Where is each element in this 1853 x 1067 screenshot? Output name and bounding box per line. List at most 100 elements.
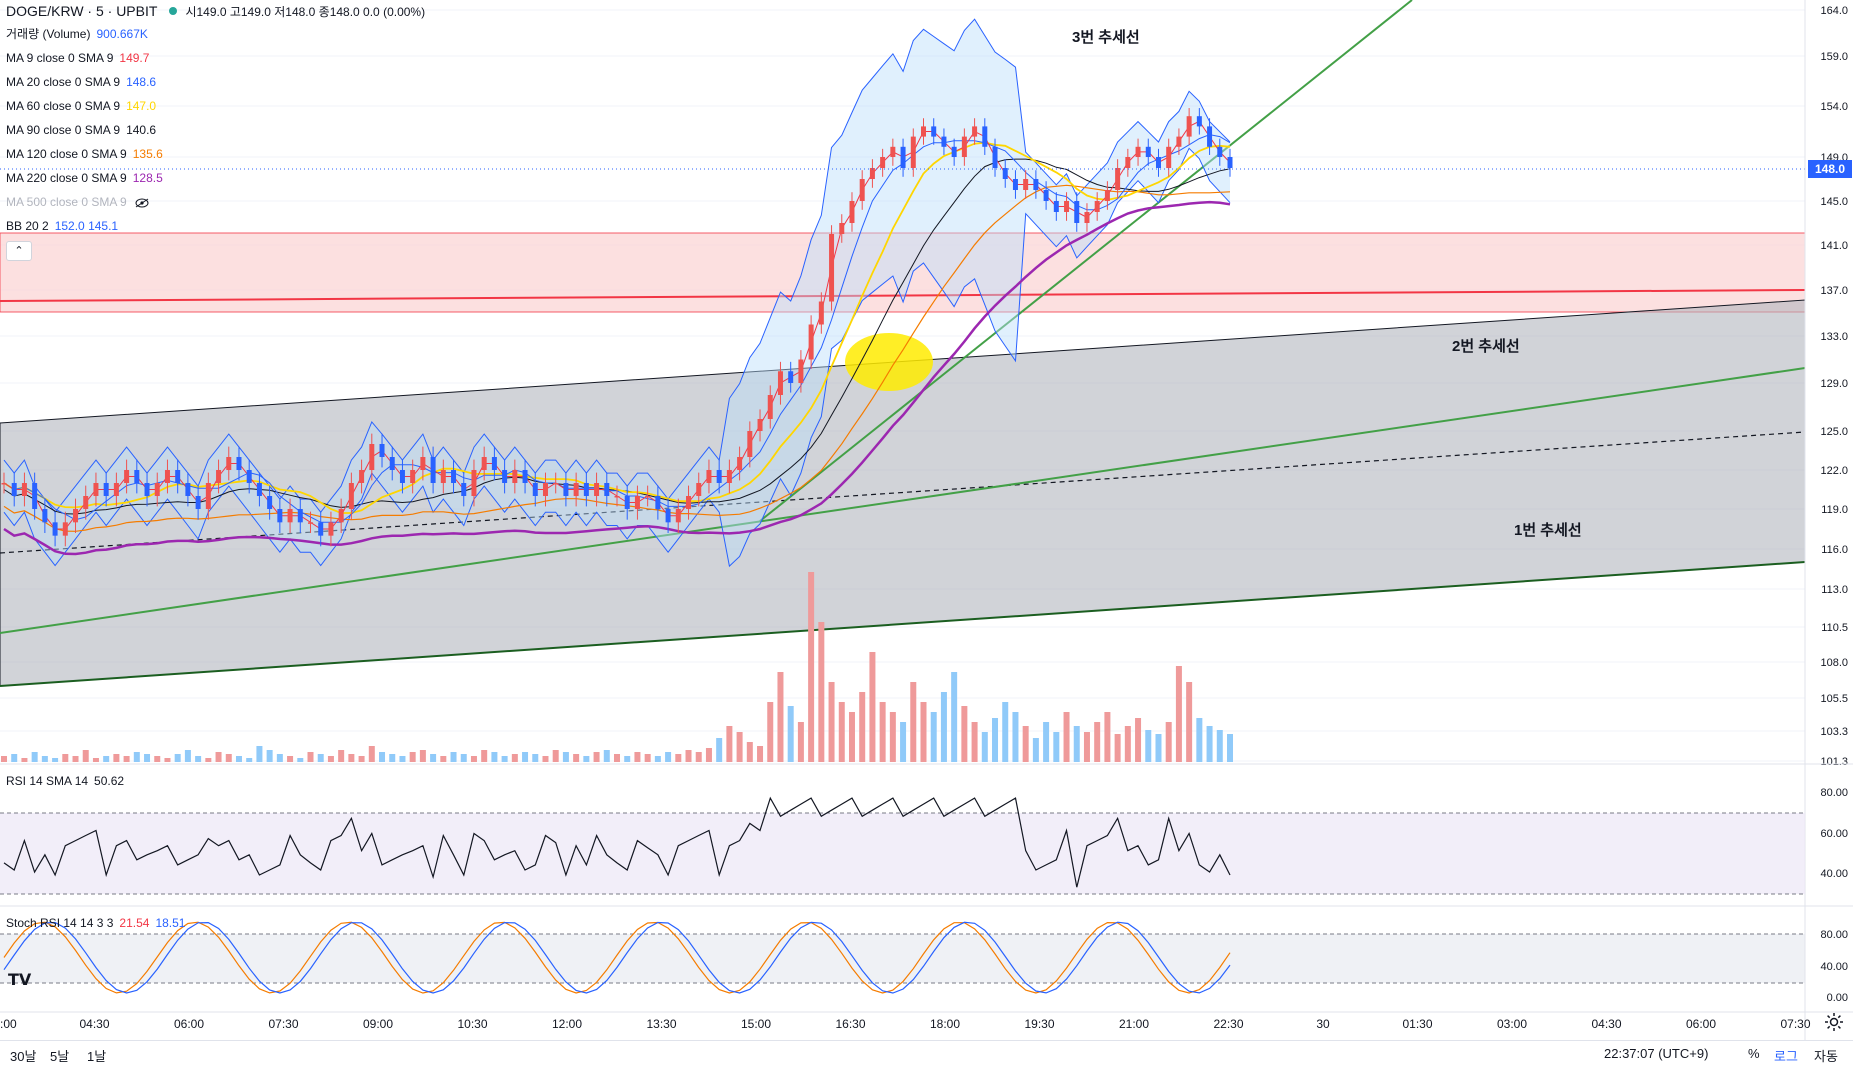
- candle-body: [563, 483, 569, 496]
- price-tick-label: 122.0: [1820, 465, 1848, 477]
- volume-bar: [113, 754, 120, 762]
- volume-bar: [123, 756, 130, 762]
- time-tick-label: 04:30: [79, 1017, 109, 1031]
- volume-bar: [440, 756, 447, 762]
- volume-bar: [307, 752, 314, 762]
- legend-row[interactable]: MA 20 close 0 SMA 9 148.6: [6, 74, 156, 90]
- auto-toggle[interactable]: 자동: [1814, 1049, 1838, 1064]
- price-tick-label: 103.3: [1820, 726, 1848, 738]
- trend2-label: 2번 추세선: [1452, 338, 1520, 355]
- candle-body: [277, 509, 283, 523]
- legend-value: 147.0: [126, 99, 157, 113]
- candle-body: [583, 483, 589, 496]
- clock-display[interactable]: 22:37:07 (UTC+9): [1604, 1046, 1709, 1061]
- volume-bar: [430, 754, 437, 762]
- candle-body: [491, 457, 497, 470]
- time-tick-label: 21:00: [1119, 1017, 1149, 1031]
- candle-body: [542, 483, 548, 496]
- volume-bar: [542, 756, 549, 762]
- candle-body: [451, 470, 457, 483]
- price-tick-label: 113.0: [1821, 584, 1848, 596]
- volume-bar: [716, 738, 723, 762]
- range-30d-button[interactable]: 30날: [10, 1049, 37, 1064]
- legend-row[interactable]: MA 220 close 0 SMA 9 128.5: [6, 170, 163, 186]
- volume-bar: [225, 754, 232, 762]
- log-toggle[interactable]: 로그: [1774, 1049, 1798, 1064]
- legend-row[interactable]: MA 60 close 0 SMA 9 147.0: [6, 98, 156, 114]
- percent-toggle[interactable]: %: [1748, 1046, 1760, 1061]
- candle-body: [236, 457, 242, 470]
- candle-body: [1145, 146, 1151, 157]
- range-5d-button[interactable]: 5날: [50, 1049, 70, 1064]
- legend-row[interactable]: MA 9 close 0 SMA 9 149.7: [6, 50, 149, 66]
- volume-bar: [21, 758, 28, 762]
- candle-body: [185, 483, 191, 496]
- volume-bar: [522, 752, 529, 762]
- legend-row[interactable]: MA 500 close 0 SMA 9: [6, 194, 149, 210]
- gear-icon[interactable]: [1824, 1012, 1844, 1032]
- range-1d-button[interactable]: 1날: [87, 1049, 107, 1064]
- candle-body: [93, 483, 99, 496]
- candle-body: [1064, 201, 1070, 212]
- candle-body: [1053, 201, 1059, 212]
- legend-label: MA 90 close 0 SMA 9: [6, 123, 121, 137]
- volume-bar: [1104, 712, 1111, 762]
- legend-row[interactable]: MA 90 close 0 SMA 9 140.6: [6, 122, 156, 138]
- time-tick-label: 09:00: [363, 1017, 393, 1031]
- stoch-k-value: 21.54: [119, 916, 150, 930]
- candle-body: [369, 444, 375, 470]
- trend1-label: 1번 추세선: [1514, 522, 1582, 539]
- legend-row[interactable]: BB 20 2 152.0 145.1: [6, 218, 118, 234]
- stoch-legend: Stoch RSI 14 14 3 3 21.54 18.51: [6, 915, 185, 931]
- volume-bar: [501, 756, 508, 762]
- volume-bar: [971, 722, 978, 762]
- candle-body: [1094, 201, 1100, 212]
- candle-body: [1207, 126, 1213, 147]
- volume-bar: [992, 718, 999, 762]
- collapse-legend-button[interactable]: ⌃: [6, 241, 32, 261]
- candle-body: [502, 470, 508, 483]
- volume-bar: [1053, 732, 1060, 762]
- volume-bar: [848, 712, 855, 762]
- time-tick-label: 07:30: [1780, 1017, 1810, 1031]
- legend-label: MA 20 close 0 SMA 9: [6, 75, 121, 89]
- time-tick-label: 19:30: [1024, 1017, 1054, 1031]
- candle-body: [512, 470, 518, 483]
- time-tick-label: :00: [0, 1017, 17, 1031]
- symbol-header[interactable]: DOGE/KRW · 5 · UPBIT 시149.0 고149.0 저148.0…: [6, 3, 425, 20]
- volume-bar: [1114, 734, 1121, 762]
- candle-body: [328, 522, 334, 536]
- candle-body: [634, 496, 640, 509]
- volume-bar: [1002, 702, 1009, 762]
- stoch-band: [0, 934, 1805, 983]
- volume-bar: [389, 754, 396, 762]
- time-tick-label: 04:30: [1591, 1017, 1621, 1031]
- volume-bar: [195, 756, 202, 762]
- legend-row[interactable]: 거래량 (Volume) 900.667K: [6, 26, 148, 42]
- volume-bar: [767, 702, 774, 762]
- legend-row[interactable]: MA 120 close 0 SMA 9 135.6: [6, 146, 163, 162]
- time-tick-label: 03:00: [1497, 1017, 1527, 1031]
- tradingview-logo[interactable]: 𝗧𝗩: [8, 972, 32, 989]
- hidden-eye-icon[interactable]: [135, 198, 149, 208]
- volume-bar: [215, 752, 222, 762]
- volume-bar: [787, 706, 794, 762]
- candle-body: [226, 457, 232, 470]
- volume-bar: [62, 754, 69, 762]
- legend-label: MA 500 close 0 SMA 9: [6, 195, 127, 209]
- resistance-line: [0, 289, 1806, 302]
- volume-bar: [287, 756, 294, 762]
- symbol-title[interactable]: DOGE/KRW · 5 · UPBIT: [6, 3, 158, 19]
- candle-body: [716, 470, 722, 483]
- candle-body: [399, 470, 405, 483]
- candle-body: [1002, 168, 1008, 179]
- channel-midline: [0, 431, 1806, 554]
- candle-body: [859, 179, 865, 201]
- legend-label: MA 220 close 0 SMA 9: [6, 171, 127, 185]
- volume-bar: [593, 752, 600, 762]
- candle-body: [1155, 157, 1161, 168]
- time-tick-label: 16:30: [835, 1017, 865, 1031]
- volume-bar: [1196, 718, 1203, 762]
- candle-body: [767, 395, 773, 419]
